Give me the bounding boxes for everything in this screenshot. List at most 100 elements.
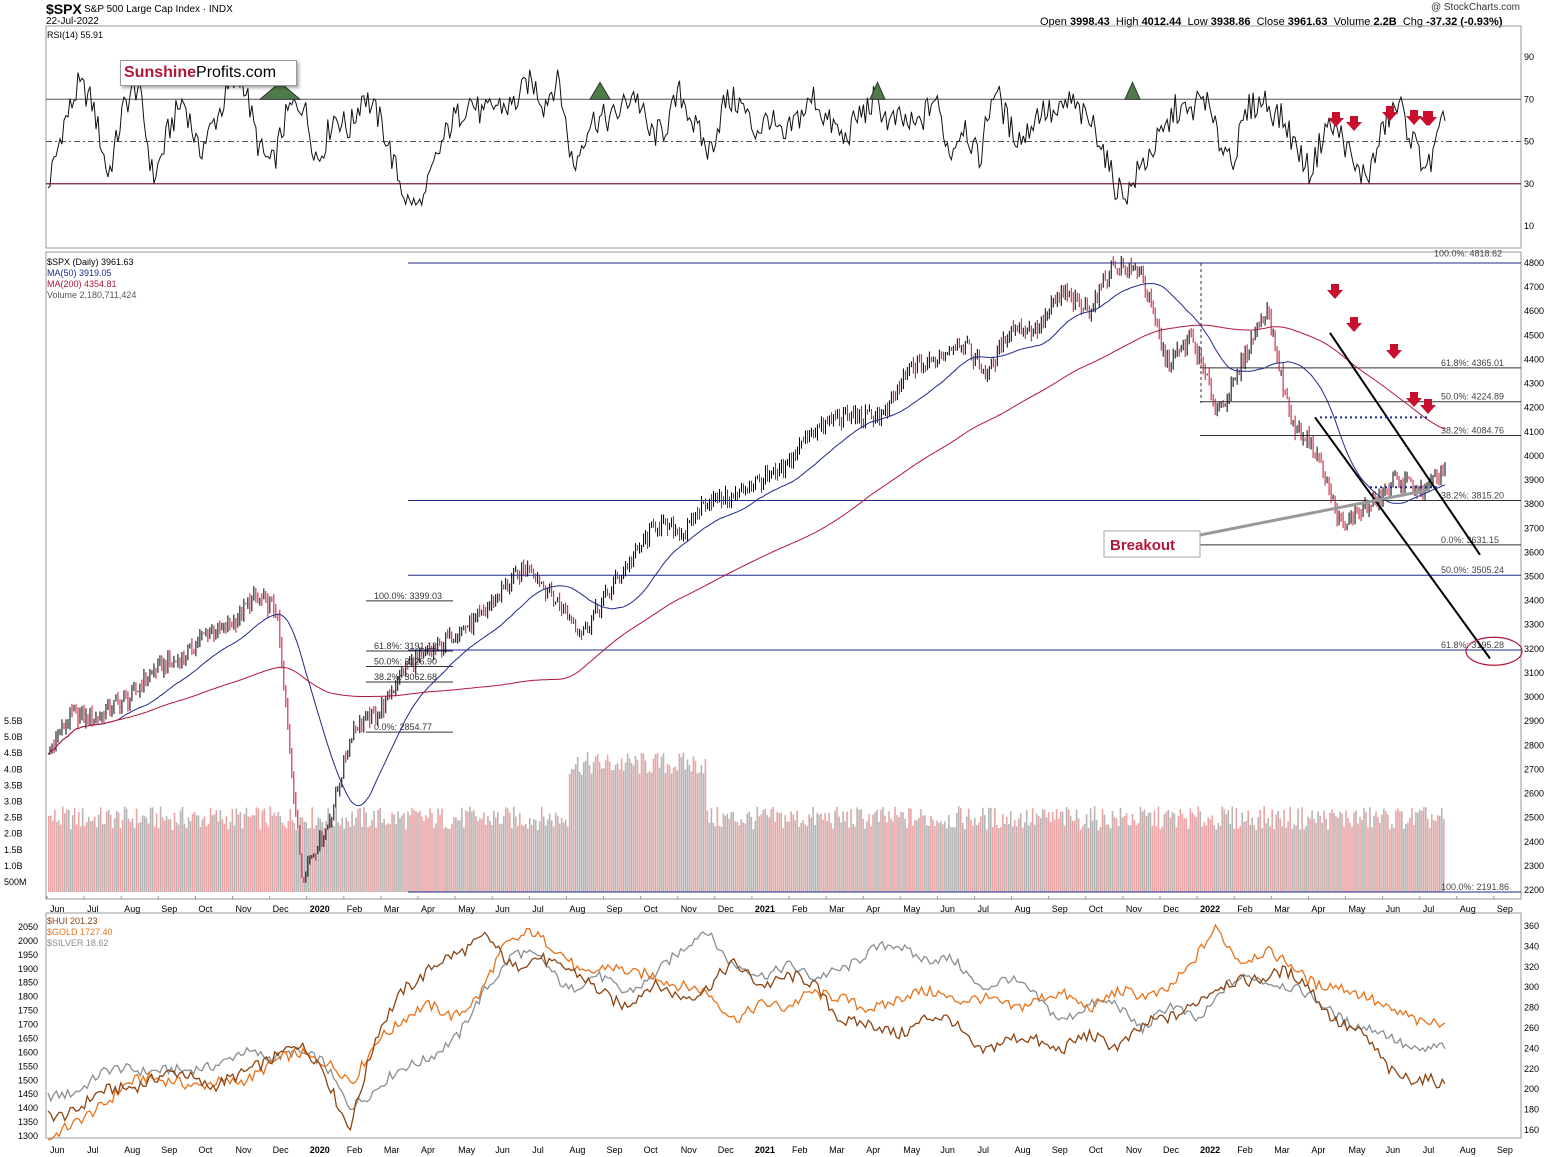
volume-bar xyxy=(1245,820,1247,892)
rsi-overbought-fill xyxy=(258,81,302,100)
volume-bar xyxy=(1197,806,1200,892)
volume-bar xyxy=(66,809,68,892)
volume-bar xyxy=(876,809,878,892)
volume-bar xyxy=(816,812,818,892)
volume-bar xyxy=(91,820,94,892)
metals-right-tick: 220 xyxy=(1524,1064,1539,1074)
volume-bar xyxy=(930,816,932,892)
volume-bar xyxy=(191,813,194,892)
volume-bar xyxy=(1239,826,1241,892)
volume-bar xyxy=(455,817,457,892)
volume-bar xyxy=(1441,808,1443,892)
volume-bar xyxy=(1213,825,1216,892)
volume-bar xyxy=(369,826,371,892)
volume-bar xyxy=(808,814,810,892)
volume-bar xyxy=(415,811,417,892)
x-axis-label-bottom: May xyxy=(1349,1145,1367,1155)
volume-bar xyxy=(147,823,150,892)
volume-bar xyxy=(245,807,248,892)
volume-bar xyxy=(1251,817,1253,892)
volume-bar xyxy=(1051,811,1054,892)
volume-bar xyxy=(1223,809,1226,892)
volume-y-tick: 2.0B xyxy=(4,829,23,839)
x-axis-label: Aug xyxy=(124,904,140,914)
volume-bar xyxy=(401,815,403,892)
volume-bar xyxy=(658,767,661,892)
volume-bar xyxy=(858,809,860,892)
volume-bar xyxy=(89,821,92,892)
volume-bar xyxy=(473,810,475,892)
chg-label: Chg xyxy=(1402,16,1423,28)
volume-bar xyxy=(437,808,439,892)
volume-bar xyxy=(435,823,437,892)
silver-line xyxy=(47,931,1446,1111)
metals-left-tick: 2000 xyxy=(18,936,38,946)
volume-bar xyxy=(1381,814,1383,892)
volume-bar xyxy=(1377,817,1379,892)
volume-bar xyxy=(337,822,339,892)
price-down-arrow-icon xyxy=(1406,392,1422,407)
volume-bar xyxy=(145,817,148,892)
volume-bar xyxy=(1415,812,1417,892)
volume-bar xyxy=(810,817,812,892)
volume-bar xyxy=(998,827,1000,892)
breakout-label: Breakout xyxy=(1110,537,1175,554)
spx-y-tick: 3100 xyxy=(1524,668,1544,678)
spx-y-tick: 4000 xyxy=(1524,451,1544,461)
volume-bar xyxy=(449,828,451,892)
volume-bar xyxy=(429,808,431,892)
fib-2020-label: 0.0%: 2854.77 xyxy=(374,722,432,732)
volume-bar xyxy=(225,816,228,892)
metals-left-tick: 2050 xyxy=(18,922,38,932)
volume-bar xyxy=(1091,820,1094,892)
volume-bar xyxy=(1199,811,1202,892)
volume-bar xyxy=(938,822,940,892)
volume-bar xyxy=(1169,817,1172,892)
x-axis-label-bottom: Oct xyxy=(198,1145,213,1155)
volume-bar xyxy=(818,814,820,892)
volume-bar xyxy=(696,773,699,892)
volume-bar xyxy=(640,753,643,892)
volume-bar xyxy=(550,820,553,892)
volume-bar xyxy=(1399,811,1401,892)
volume-bar xyxy=(784,815,786,892)
volume-bar xyxy=(179,810,182,892)
volume-bar xyxy=(602,768,605,892)
volume-bar xyxy=(515,816,517,892)
fib-2022-label: 38.2%: 3815.20 xyxy=(1441,490,1504,500)
volume-bar xyxy=(1115,818,1118,892)
volume-bar xyxy=(253,815,256,892)
volume-bar xyxy=(1165,811,1168,892)
spx-y-tick: 2400 xyxy=(1524,837,1544,847)
volume-bar xyxy=(1267,818,1269,892)
volume-bar xyxy=(341,817,343,892)
volume-bar xyxy=(1335,816,1337,892)
volume-bar xyxy=(231,809,234,892)
x-axis-label-bottom: Dec xyxy=(1163,1145,1180,1155)
volume-bar xyxy=(269,806,272,892)
x-axis-label: Aug xyxy=(1015,904,1031,914)
x-axis-label-bottom: Jun xyxy=(1386,1145,1401,1155)
volume-bar xyxy=(860,809,862,892)
volume-bar xyxy=(349,826,351,892)
volume-bar xyxy=(568,773,571,892)
fib-2022-label: 100.0%: 2191.86 xyxy=(1441,882,1509,892)
volume-bar xyxy=(249,817,252,892)
volume-bar xyxy=(1349,822,1351,892)
spx-y-tick: 3000 xyxy=(1524,692,1544,702)
volume-bar xyxy=(1047,812,1050,892)
volume-bar xyxy=(141,815,144,892)
volume-bar xyxy=(221,819,224,892)
volume-bar xyxy=(371,820,373,892)
x-axis-label: Dec xyxy=(273,904,290,914)
volume-bar xyxy=(1435,820,1437,892)
volume-bar xyxy=(916,820,918,892)
volume-bar xyxy=(511,828,513,892)
volume-bar xyxy=(940,821,942,892)
volume-bar xyxy=(932,819,934,892)
volume-bar xyxy=(297,829,300,892)
volume-bar xyxy=(1011,826,1014,892)
volume-bar xyxy=(441,808,443,892)
volume-bar xyxy=(1002,814,1004,892)
volume-bar xyxy=(161,817,164,892)
